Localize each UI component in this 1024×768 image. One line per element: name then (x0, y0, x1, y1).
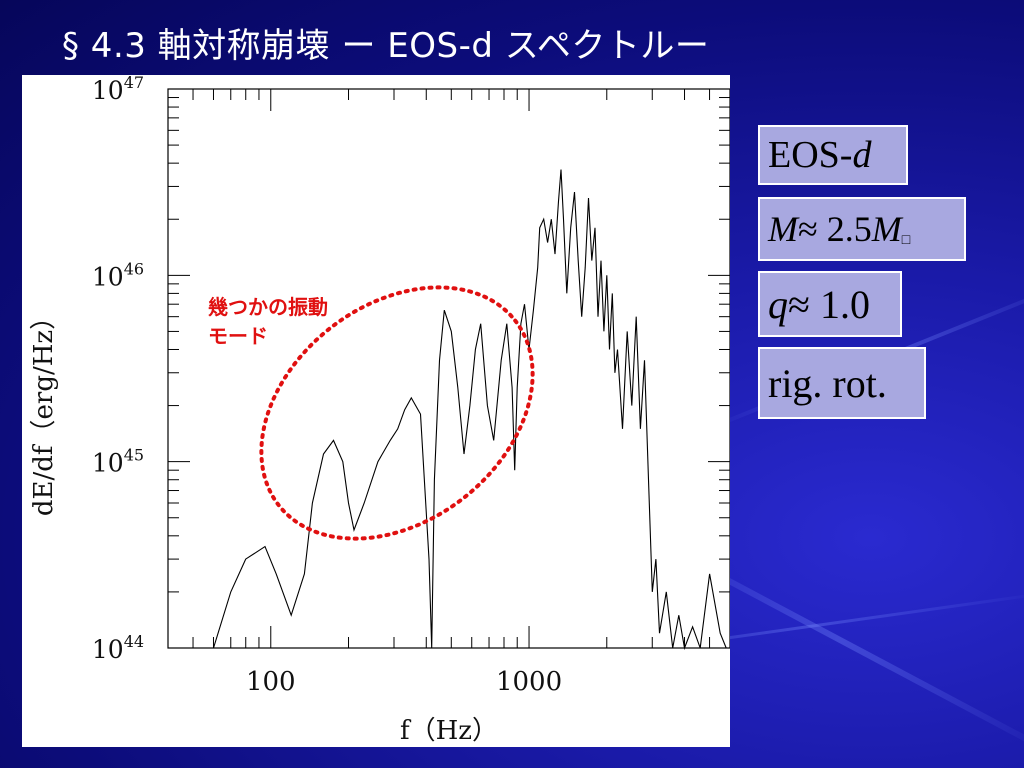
spectrum-line (212, 169, 727, 651)
mass-label: M ≈ 2.5 M □ (758, 197, 966, 261)
q-label: q ≈ 1.0 (758, 271, 902, 337)
plot-frame (167, 88, 730, 649)
q-value: ≈ 1.0 (788, 281, 870, 327)
spectrum-chart: 100 1000 1044 1045 1046 1047 f（Hz） dE/df（erg/… (29, 75, 730, 746)
x-axis-label: f（Hz） (400, 716, 498, 746)
eos-prefix: EOS- (768, 134, 853, 176)
y-tick-label: 1047 (92, 75, 144, 105)
rotation-text: rig. rot. (768, 360, 887, 406)
x-tick-label: 1000 (496, 667, 562, 697)
solar-mass-symbol: M (871, 209, 902, 249)
mass-symbol: M (768, 209, 798, 249)
slide-title: § 4.3 軸対称崩壊 ー EOS-d スペクトルー (62, 26, 710, 66)
y-tick-label: 1046 (92, 259, 144, 291)
y-tick-label: 1045 (92, 446, 144, 478)
y-tick-label: 1044 (92, 632, 144, 664)
x-tick-label: 100 (246, 667, 296, 697)
mass-value: ≈ 2.5 (798, 209, 872, 249)
annotation-line-1: 幾つかの振動 (208, 295, 328, 319)
chart-panel: 100 1000 1044 1045 1046 1047 f（Hz） dE/df（erg/… (22, 75, 730, 747)
y-axis-label: dE/df（erg/Hz） (29, 304, 59, 516)
eos-type: d (852, 134, 872, 176)
solar-subscript: □ (901, 233, 911, 248)
annotation-line-2: モード (208, 324, 268, 348)
rotation-label: rig. rot. (758, 347, 926, 419)
oscillation-modes-ellipse (259, 285, 535, 541)
q-symbol: q (768, 281, 788, 327)
eos-label: EOS-d (758, 125, 908, 185)
